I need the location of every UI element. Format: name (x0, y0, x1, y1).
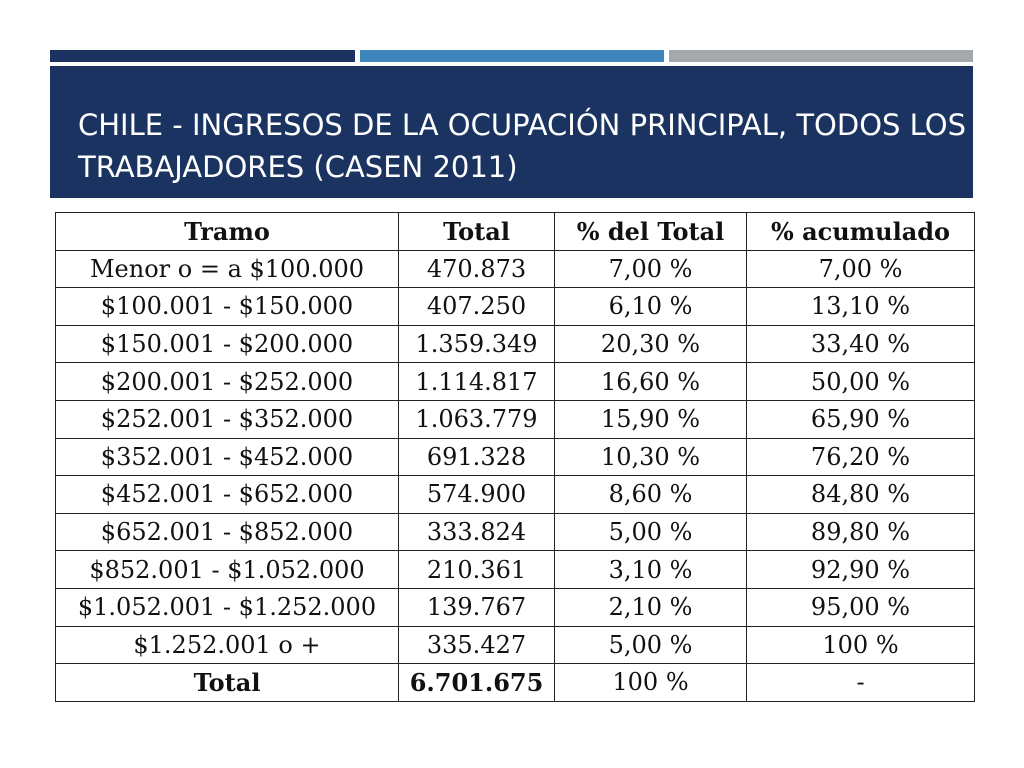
accent-bar-light-blue (360, 50, 664, 62)
cell-percent-total: 3,10 % (554, 550, 747, 589)
table-row: $352.001 - $452.000 691.328 10,30 % 76,20 % (55, 437, 975, 477)
cell-percent-total: 5,00 % (554, 512, 747, 552)
cell-percent-accumulated: 76,20 % (746, 437, 975, 477)
table-header-row: Tramo Total % del Total % acumulado (55, 212, 975, 251)
table-row: $652.001 - $852.000 333.824 5,00 % 89,80 % (55, 512, 975, 552)
cell-total: 210.361 (398, 550, 555, 589)
table-row: $852.001 - $1.052.000 210.361 3,10 % 92,90 … (55, 550, 975, 589)
cell-percent-total: 6,10 % (554, 287, 747, 326)
cell-percent-accumulated: 7,00 % (746, 249, 975, 289)
cell-percent-total: 16,60 % (554, 362, 747, 401)
table-row: $252.001 - $352.000 1.063.779 15,90 % 65,90… (55, 399, 975, 439)
header-tramo: Tramo (55, 212, 399, 251)
title-band: CHILE - INGRESOS DE LA OCUPACIÓN PRINCIP… (50, 66, 973, 198)
cell-percent-total: 5,00 % (554, 625, 747, 665)
cell-total: 333.824 (398, 512, 555, 552)
slide-title: CHILE - INGRESOS DE LA OCUPACIÓN PRINCIP… (78, 108, 967, 184)
header-percent-accumulated: % acumulado (746, 212, 975, 251)
cell-tramo: $852.001 - $1.052.000 (55, 550, 399, 589)
accent-bar-gray (669, 50, 973, 62)
cell-total: 335.427 (398, 625, 555, 665)
header-total: Total (398, 212, 555, 251)
cell-total: 574.900 (398, 475, 555, 514)
cell-percent-accumulated: 50,00 % (746, 362, 975, 401)
cell-percent-accumulated: 89,80 % (746, 512, 975, 552)
cell-tramo: $1.052.001 - $1.252.000 (55, 587, 399, 627)
cell-total: 1.114.817 (398, 362, 555, 401)
cell-tramo: $452.001 - $652.000 (55, 475, 399, 514)
table-row: $100.001 - $150.000 407.250 6,10 % 13,10 % (55, 287, 975, 326)
cell-tramo: $200.001 - $252.000 (55, 362, 399, 401)
cell-tramo: $150.001 - $200.000 (55, 324, 399, 364)
table-row: $452.001 - $652.000 574.900 8,60 % 84,80 % (55, 475, 975, 514)
cell-total: 139.767 (398, 587, 555, 627)
cell-tramo: $652.001 - $852.000 (55, 512, 399, 552)
cell-percent-total: 10,30 % (554, 437, 747, 477)
table-body: Menor o = a $100.000 470.873 7,00 % 7,00 % $… (55, 249, 975, 665)
table-total-row: Total 6.701.675 100 % - (55, 663, 975, 702)
cell-tramo: $100.001 - $150.000 (55, 287, 399, 326)
table-row: $200.001 - $252.000 1.114.817 16,60 % 50,00… (55, 362, 975, 401)
cell-percent-total: 2,10 % (554, 587, 747, 627)
cell-percent-accumulated: 95,00 % (746, 587, 975, 627)
cell-tramo: $352.001 - $452.000 (55, 437, 399, 477)
cell-total: 1.359.349 (398, 324, 555, 364)
cell-total: 1.063.779 (398, 399, 555, 439)
total-value: 6.701.675 (398, 663, 555, 702)
cell-percent-accumulated: 65,90 % (746, 399, 975, 439)
table-row: Menor o = a $100.000 470.873 7,00 % 7,00 % (55, 249, 975, 289)
cell-percent-accumulated: 84,80 % (746, 475, 975, 514)
cell-tramo: $252.001 - $352.000 (55, 399, 399, 439)
cell-percent-accumulated: 33,40 % (746, 324, 975, 364)
cell-total: 691.328 (398, 437, 555, 477)
cell-tramo: Menor o = a $100.000 (55, 249, 399, 289)
cell-total: 470.873 (398, 249, 555, 289)
cell-percent-accumulated: 92,90 % (746, 550, 975, 589)
header-percent-total: % del Total (554, 212, 747, 251)
table-row: $1.052.001 - $1.252.000 139.767 2,10 % 95,0… (55, 587, 975, 627)
income-table: Tramo Total % del Total % acumulado Meno… (55, 212, 975, 702)
cell-percent-total: 15,90 % (554, 399, 747, 439)
cell-total: 407.250 (398, 287, 555, 326)
cell-percent-total: 20,30 % (554, 324, 747, 364)
income-table-container: Tramo Total % del Total % acumulado Meno… (55, 212, 975, 702)
cell-percent-total: 8,60 % (554, 475, 747, 514)
cell-percent-accumulated: 13,10 % (746, 287, 975, 326)
total-accumulated: - (746, 663, 975, 702)
accent-bar-dark-blue (50, 50, 355, 62)
cell-tramo: $1.252.001 o + (55, 625, 399, 665)
total-label: Total (55, 663, 399, 702)
table-row: $150.001 - $200.000 1.359.349 20,30 % 33,40… (55, 324, 975, 364)
total-percent: 100 % (554, 663, 747, 702)
table-row: $1.252.001 o +335.427 5,00 % 100 % (55, 625, 975, 665)
cell-percent-accumulated: 100 % (746, 625, 975, 665)
cell-percent-total: 7,00 % (554, 249, 747, 289)
